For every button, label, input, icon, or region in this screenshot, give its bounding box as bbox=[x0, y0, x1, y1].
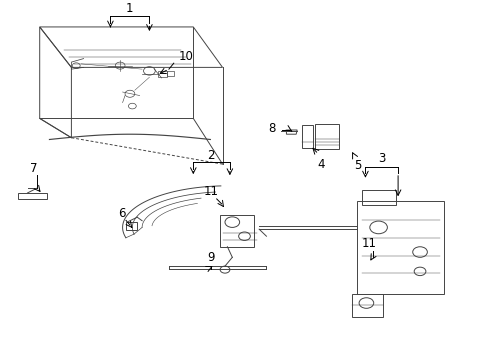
Bar bbox=[126, 222, 137, 230]
Text: 8: 8 bbox=[267, 122, 275, 135]
Text: 10: 10 bbox=[178, 50, 193, 63]
Text: 11: 11 bbox=[361, 237, 376, 250]
Bar bbox=[351, 294, 383, 317]
Text: 1: 1 bbox=[126, 2, 133, 15]
Bar bbox=[315, 124, 338, 149]
Text: 4: 4 bbox=[317, 158, 325, 171]
Bar bbox=[166, 71, 174, 76]
Text: 7: 7 bbox=[30, 162, 38, 175]
Text: 9: 9 bbox=[207, 251, 215, 264]
Bar bbox=[361, 190, 395, 204]
Bar bbox=[158, 71, 166, 77]
Text: 5: 5 bbox=[354, 159, 361, 172]
Text: 6: 6 bbox=[118, 207, 125, 220]
Text: 11: 11 bbox=[203, 185, 219, 198]
Bar bbox=[356, 201, 444, 294]
Bar bbox=[220, 215, 254, 247]
Bar bbox=[302, 125, 312, 148]
Text: 3: 3 bbox=[377, 152, 385, 165]
Bar bbox=[18, 193, 47, 199]
Text: 2: 2 bbox=[207, 149, 215, 162]
